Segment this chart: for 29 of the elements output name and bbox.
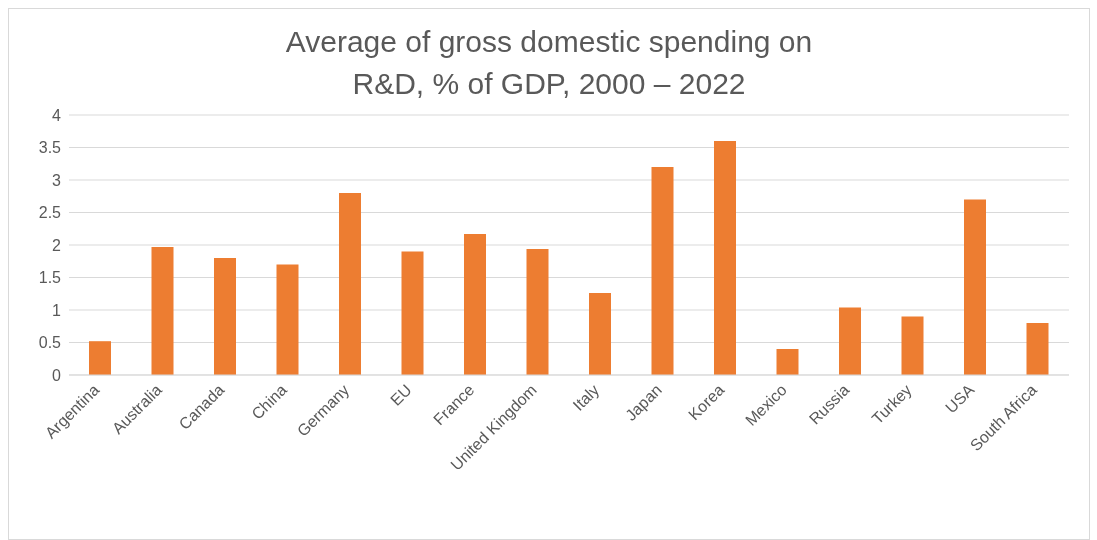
bar <box>464 233 486 375</box>
bar <box>839 307 861 375</box>
y-tick-label: 1 <box>52 301 62 319</box>
bar <box>589 293 611 375</box>
bar <box>339 193 361 375</box>
x-tick-label: USA <box>942 380 978 417</box>
bar <box>89 341 111 375</box>
bar <box>901 316 924 375</box>
y-tick-label: 3 <box>52 171 62 189</box>
bar <box>151 246 174 375</box>
bar <box>276 264 299 375</box>
bar <box>1026 323 1049 375</box>
bar <box>714 141 736 375</box>
chart-title: Average of gross domestic spending on R&D, % of GDP, 2000 – 2022 <box>284 24 814 102</box>
bar <box>214 258 236 375</box>
bar <box>776 349 799 375</box>
y-tick-label: 3.5 <box>38 139 62 157</box>
bar <box>401 251 424 375</box>
y-tick-label: 0 <box>52 366 62 384</box>
y-tick-label: 2.5 <box>38 204 62 222</box>
y-tick-label: 0.5 <box>38 334 62 352</box>
bar <box>964 199 986 375</box>
x-tick-label: EU <box>387 381 415 409</box>
y-tick-label: 2 <box>52 236 62 254</box>
y-tick-label: 1.5 <box>38 269 62 287</box>
bar <box>651 167 674 375</box>
x-tick-label: Italy <box>569 381 603 414</box>
y-tick-label: 4 <box>52 106 62 124</box>
bar <box>526 248 549 375</box>
